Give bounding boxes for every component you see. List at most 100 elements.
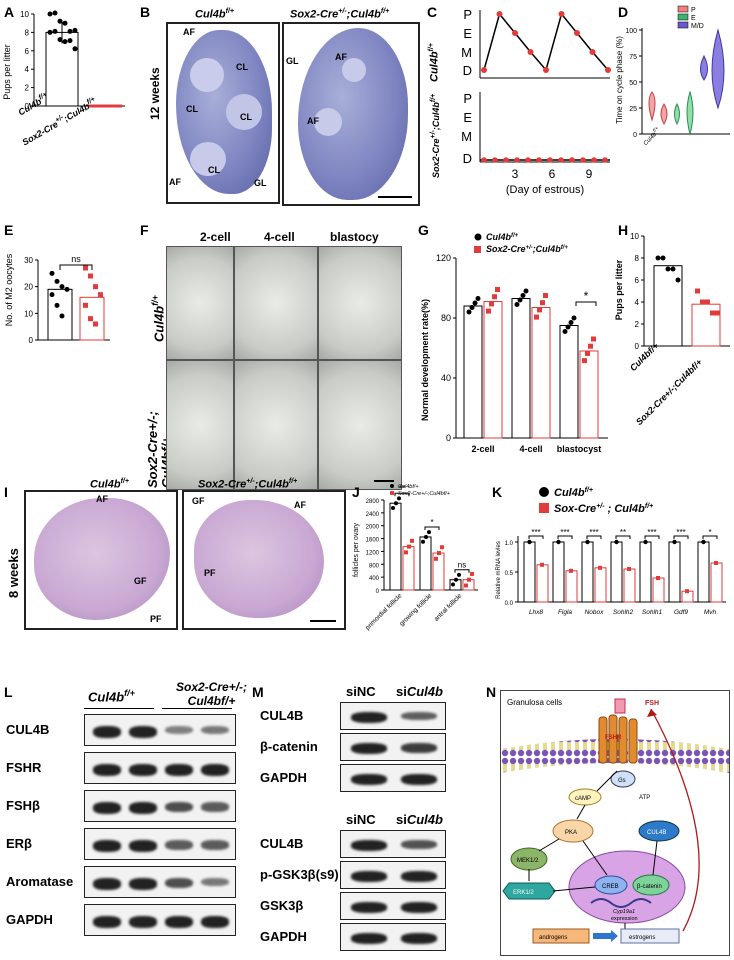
panel-m-header-sicul4b-1: siCul4b xyxy=(396,684,443,699)
panel-m-blot xyxy=(340,892,446,920)
panel-d-legend-e: E xyxy=(691,15,696,22)
panel-f-img-r1c2 xyxy=(234,246,318,360)
panel-g-xtick: 4-cell xyxy=(519,444,542,454)
panel-l-row-label: FSHR xyxy=(6,760,42,775)
panel-g-dot-control xyxy=(571,315,577,321)
panel-b-label-cl4: CL xyxy=(208,165,220,175)
y-tick-label: 1.0 xyxy=(505,541,514,547)
panel-g-dot-mutant xyxy=(588,343,593,349)
panel-d-violin-p1 xyxy=(648,91,656,122)
panel-l-band xyxy=(129,878,157,890)
panel-g-dot-control xyxy=(469,305,475,310)
y-tick-label: 4 xyxy=(635,298,640,307)
panel-m-band xyxy=(351,902,387,913)
panel-m-band xyxy=(401,933,437,944)
panel-h-dot-mutant xyxy=(695,288,700,294)
panel-f-img-r1c3 xyxy=(318,246,402,360)
panel-k-dot-mutant xyxy=(714,561,718,565)
panel-c-point xyxy=(527,49,534,55)
panel-k-bar-control xyxy=(523,541,536,603)
panel-c-ytick-bottom: D xyxy=(463,151,472,166)
panel-k-dot-control xyxy=(701,539,706,545)
panel-k-bar-control xyxy=(697,541,710,603)
panel-h-bar-mutant xyxy=(691,303,721,347)
panel-j-dot-control xyxy=(391,506,395,511)
y-tick-label: 6 xyxy=(635,276,640,285)
panel-l-blot xyxy=(84,752,236,784)
panel-c-flat-point xyxy=(481,157,487,163)
panel-e-letter: E xyxy=(4,222,14,238)
panel-e-dot-control xyxy=(59,284,65,290)
panel-j-bar-control xyxy=(419,536,432,591)
panel-g-dot-control xyxy=(562,329,568,334)
panel-g-bars xyxy=(463,287,599,439)
panel-a-letter: A xyxy=(4,4,15,20)
panel-k-bar-mutant xyxy=(594,567,607,603)
panel-b-label-af-r1: AF xyxy=(335,52,347,62)
panel-c-cycle-line xyxy=(483,12,609,72)
panel-a-dot xyxy=(62,39,68,45)
panel-c-point xyxy=(589,49,596,55)
panel-k-sig: *** xyxy=(647,528,656,537)
panel-l-letter: L xyxy=(4,684,13,700)
panel-n-mek: MEK1/2 xyxy=(517,858,539,864)
panel-e-chart: No. of M2 oocytes 0 10 20 30 ns xyxy=(4,253,110,345)
panel-n-fshr-helix xyxy=(598,716,608,764)
panel-j-dot-control xyxy=(451,582,455,587)
panel-j-bars xyxy=(389,496,475,591)
panel-i-label-pf: PF xyxy=(150,614,162,624)
y-tick-label: 50 xyxy=(629,80,637,87)
panel-b-label-gl: GL xyxy=(254,178,267,188)
panel-b-label-af2: AF xyxy=(169,177,181,187)
panel-g-legend1: Cul4bf/+ xyxy=(486,232,519,242)
panel-b-right-title: Sox2-Cre+/-;Cul4bf/+ xyxy=(290,8,390,21)
panel-c-flat-point xyxy=(569,157,575,163)
panel-b-scale-bar xyxy=(378,196,412,198)
panel-h-dot-control xyxy=(655,255,661,261)
panel-j-bar-control xyxy=(389,502,402,591)
panel-f-letter: F xyxy=(140,222,149,238)
panel-k-legend1: Cul4bf/+ xyxy=(554,487,593,499)
panel-g-dot-mutant xyxy=(534,314,539,320)
panel-l-band xyxy=(129,840,157,852)
panel-l-band xyxy=(93,916,121,928)
panel-k-gene-label: Nobox xyxy=(585,609,605,616)
panel-l-band xyxy=(129,726,157,738)
panel-f-col-2cell: 2-cell xyxy=(200,230,231,244)
panel-m-row-label: GAPDH xyxy=(260,929,307,944)
y-tick-label: 10 xyxy=(20,10,29,19)
panel-a-ylabel: Pups per litter xyxy=(2,44,12,100)
panel-g-legend2: Sox2-Cre+/-;Cul4bf/+ xyxy=(486,244,568,254)
panel-m-row-label: GAPDH xyxy=(260,770,307,785)
panel-g-xtick: blastocyst xyxy=(557,444,602,454)
panel-f-img-r1c1 xyxy=(166,246,234,360)
panel-j-dot-control xyxy=(397,496,401,501)
panel-h-dot-mutant xyxy=(705,299,710,305)
panel-a-dot xyxy=(52,10,58,16)
panel-b-left-image xyxy=(166,22,280,204)
panel-l-band xyxy=(93,726,121,738)
panel-j-dot-mutant xyxy=(467,577,471,582)
panel-k-dot-mutant xyxy=(627,567,631,571)
panel-n-gs: Gs xyxy=(618,778,626,784)
panel-l-band xyxy=(201,726,229,735)
panel-j-dot-control xyxy=(394,501,398,506)
panel-c-point xyxy=(605,67,611,73)
panel-h-ylabel: Pups per litter xyxy=(614,259,624,320)
panel-l-blot xyxy=(84,866,236,898)
panel-m-band xyxy=(351,933,387,944)
panel-d-legend-p: P xyxy=(691,7,696,14)
panel-m-letter: M xyxy=(252,684,264,700)
panel-i-label-gf: GF xyxy=(134,576,147,586)
panel-c-ytick-top: P xyxy=(463,7,472,22)
panel-j-dot-mutant xyxy=(440,545,444,550)
panel-j-xtick: antral follicle xyxy=(433,592,464,623)
panel-c-ytick-bottom: E xyxy=(463,110,472,125)
panel-g-xtick: 2-cell xyxy=(471,444,494,454)
panel-d-violin-e1 xyxy=(674,102,680,126)
panel-k-bar-control xyxy=(639,541,652,603)
panel-e-dot-mutant xyxy=(83,302,88,308)
panel-a-chart: Pups per litter 0 2 4 6 8 10 xyxy=(2,10,125,111)
panel-g-ylabel: Normal development rate(%) xyxy=(420,299,430,421)
panel-f-scale-bar xyxy=(374,480,394,482)
